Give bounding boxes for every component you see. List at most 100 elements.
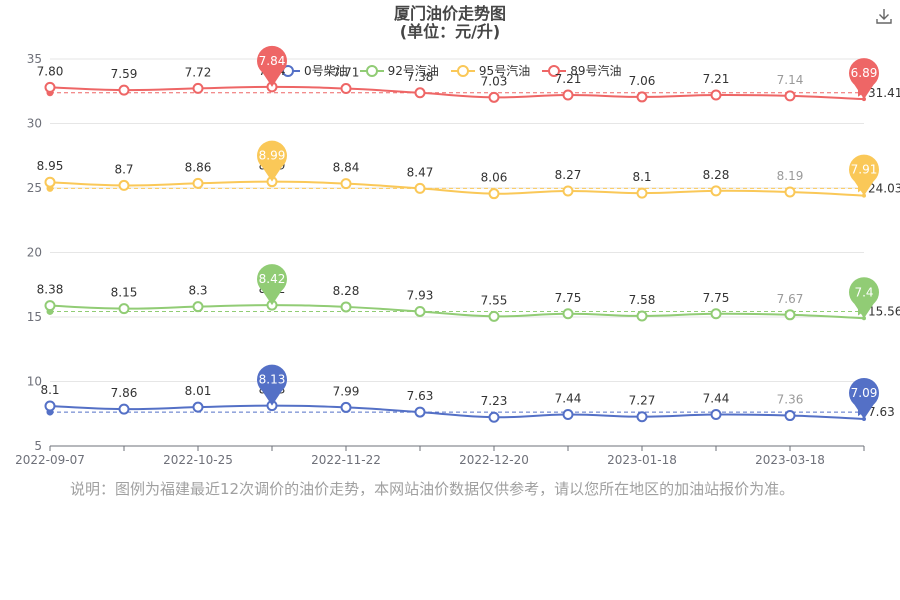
data-point [562,185,574,197]
max-marker-tail [262,390,282,406]
data-point [340,401,352,413]
min-marker-label: 7.4 [854,285,873,299]
data-point [44,81,56,93]
legend-item-gasoline-92[interactable]: 92号汽油 [359,62,439,79]
x-tick-label: 2022-09-07 [15,453,85,467]
data-label: 7.23 [481,394,508,408]
data-point [562,308,574,320]
series-line [49,85,865,101]
data-point [118,303,130,315]
max-marker-label: 8.99 [259,149,286,163]
min-marker-tail [854,404,874,420]
data-point [414,305,426,317]
x-tick-label: 2022-11-22 [311,453,381,467]
data-label: 7.21 [555,72,582,86]
chart-legend: 0号柴油 92号汽油 95号汽油 89号汽油 [276,62,621,79]
min-marker [849,58,879,89]
min-marker-tail [854,84,874,100]
legend-item-diesel-0[interactable]: 0号柴油 [276,62,348,79]
data-label: 8.95 [37,159,64,173]
legend-label: 95号汽油 [478,64,531,78]
data-point [562,89,574,101]
data-point [710,185,722,197]
legend-swatch [450,64,475,77]
average-label: 24.03 [868,181,900,195]
data-point [340,301,352,313]
data-label: 8.84 [333,161,360,175]
series-line [49,304,865,320]
data-point [784,309,796,321]
y-tick-label: 15 [27,310,42,324]
series-line [49,404,865,421]
data-label: 8.19 [777,169,804,183]
y-tick-label: 25 [27,181,42,195]
chart-title: 厦门油价走势图 [393,4,506,23]
y-tick-label: 35 [27,52,42,66]
legend-item-gasoline-89[interactable]: 89号汽油 [542,62,621,79]
data-label: 7.59 [111,67,138,81]
data-point [562,409,574,421]
data-label: 8.06 [481,171,508,185]
max-marker-tail [262,166,282,182]
max-marker [257,364,287,395]
data-point [414,87,426,99]
max-marker-label: 8.13 [259,373,286,387]
legend-swatch [542,64,567,77]
data-label: 8.86 [185,160,212,174]
data-label: 7.38 [407,70,434,84]
data-label: 8.38 [37,283,64,297]
data-label: 7.72 [185,65,212,79]
data-point [44,176,56,188]
legend-label: 89号汽油 [570,64,622,78]
data-label: 7.75 [703,291,730,305]
data-label: 7.06 [629,74,656,88]
data-point [710,89,722,101]
data-point [784,410,796,422]
data-label: 8.1 [632,170,651,184]
data-label: 8.15 [111,286,138,300]
data-point [118,403,130,415]
data-label: 7.03 [481,74,508,88]
series-line [49,180,865,197]
data-label: 7.27 [629,394,656,408]
y-tick-label: 5 [34,439,42,453]
legend-label: 92号汽油 [387,64,439,78]
data-point [488,188,500,200]
data-point [488,411,500,423]
min-marker [849,277,879,308]
data-label: 7.55 [481,293,508,307]
average-label: 7.63 [868,405,895,419]
data-point [710,308,722,320]
data-point [192,82,204,94]
data-label: 7.44 [555,392,582,406]
data-label: 8.47 [407,165,434,179]
data-label: 7.58 [629,293,656,307]
y-tick-label: 20 [27,246,42,260]
data-label: 8.7 [114,162,133,176]
legend-item-gasoline-95[interactable]: 95号汽油 [450,62,531,79]
data-label: 8.27 [555,168,582,182]
data-point [192,301,204,313]
x-tick-label: 2023-03-18 [755,453,825,467]
data-label: 7.14 [777,73,804,87]
data-label: 7.99 [333,384,360,398]
data-point [44,400,56,412]
data-point [192,401,204,413]
data-point [340,83,352,95]
max-marker-label: 7.84 [259,54,286,68]
download-icon[interactable] [874,6,894,26]
data-point [44,300,56,312]
min-marker [849,154,879,185]
data-label: 8.1 [40,383,59,397]
min-marker-label: 7.09 [851,386,878,400]
x-tick-label: 2022-12-20 [459,453,529,467]
data-label: 7.93 [407,288,434,302]
min-marker-label: 6.89 [851,66,878,80]
min-marker [849,378,879,409]
data-point [636,187,648,199]
data-label: 7.21 [703,72,730,86]
max-marker-tail [262,71,282,87]
data-label: 8.28 [333,284,360,298]
max-marker-label: 8.42 [259,272,286,286]
data-point [340,178,352,190]
